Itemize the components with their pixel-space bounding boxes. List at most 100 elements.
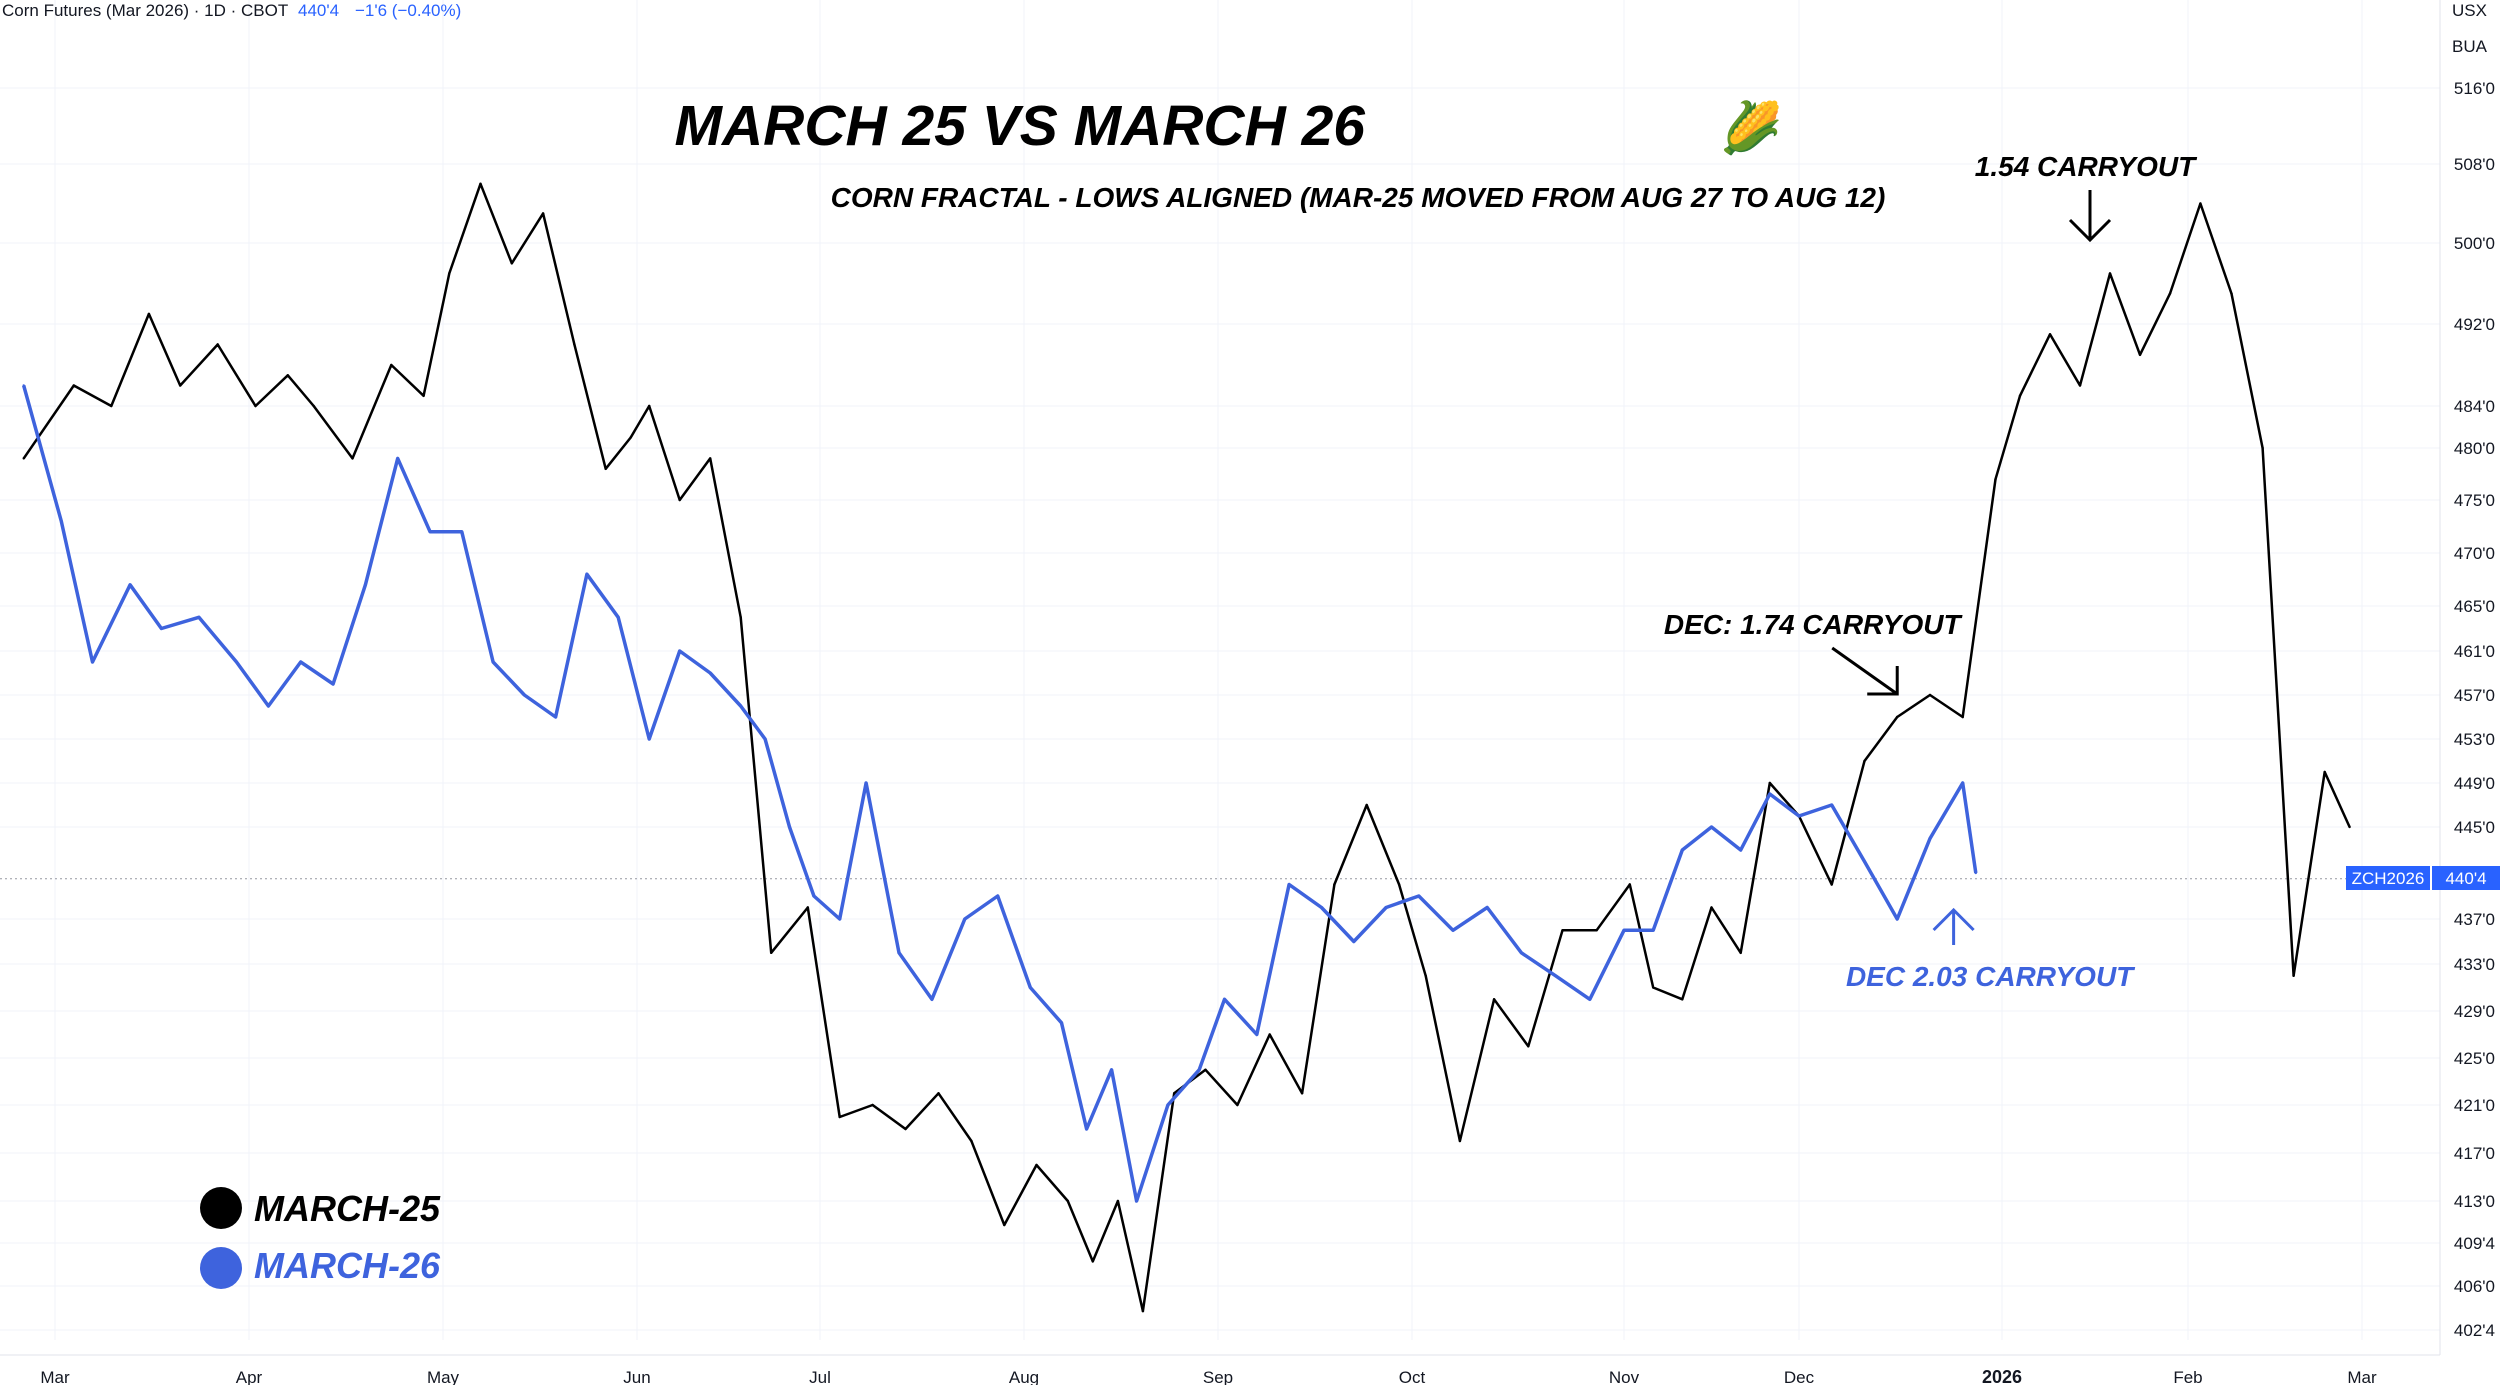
data-point-march26 xyxy=(1652,929,1655,932)
data-point-march25 xyxy=(1896,715,1899,719)
data-point-march26 xyxy=(838,917,841,921)
data-point-march25 xyxy=(1710,906,1713,909)
legend-label-march25: MARCH-25 xyxy=(254,1188,441,1229)
data-point-march26 xyxy=(709,671,712,675)
y-tick-label: 480'0 xyxy=(2454,439,2495,458)
data-point-march26 xyxy=(1554,974,1557,977)
data-point-march26 xyxy=(1060,1021,1063,1024)
series-layer xyxy=(22,182,2351,1313)
data-point-march26 xyxy=(1974,871,1978,875)
data-point-march26 xyxy=(996,894,999,898)
data-point-march25 xyxy=(1458,1139,1462,1143)
data-point-march26 xyxy=(617,616,620,619)
data-point-march26 xyxy=(197,616,201,619)
y-tick-label: 437'0 xyxy=(2454,910,2495,929)
data-point-march25 xyxy=(2018,394,2022,397)
data-point-march26 xyxy=(678,649,681,653)
data-point-march26 xyxy=(897,951,901,954)
data-point-march25 xyxy=(2048,333,2052,336)
y-tick-label: 429'0 xyxy=(2454,1002,2495,1021)
x-tick-label: Aug xyxy=(1009,1368,1039,1385)
data-point-march25 xyxy=(709,457,712,460)
legend-dot-march26 xyxy=(200,1247,242,1289)
chart-title: MARCH 25 VS MARCH 26 xyxy=(675,94,1366,158)
data-point-march26 xyxy=(460,530,463,533)
data-point-march26 xyxy=(396,457,399,460)
data-point-march26 xyxy=(1135,1199,1138,1203)
y-tick-label: 402'4 xyxy=(2454,1321,2495,1340)
currency-top-label: USX xyxy=(2452,1,2487,20)
grid-layer xyxy=(0,0,2440,1340)
data-point-march26 xyxy=(1863,860,1866,863)
y-tick-label: 449'0 xyxy=(2454,774,2495,793)
data-point-march26 xyxy=(1223,998,1226,1001)
data-point-march25 xyxy=(216,343,219,346)
data-point-march25 xyxy=(1830,883,1833,886)
data-point-march26 xyxy=(739,704,742,708)
data-point-march26 xyxy=(1085,1127,1088,1131)
data-point-march25 xyxy=(970,1139,973,1143)
legend-dot-march25 xyxy=(200,1187,242,1229)
annotation-154-carryout: 1.54 CARRYOUT xyxy=(1975,151,2198,182)
data-point-march25 xyxy=(1681,998,1684,1001)
price-badge-value-bg xyxy=(2432,866,2500,890)
data-point-march26 xyxy=(60,520,63,523)
data-point-march26 xyxy=(128,583,132,586)
data-point-march26 xyxy=(788,825,791,829)
data-point-march26 xyxy=(1520,951,1523,954)
data-point-march26 xyxy=(554,715,557,719)
data-point-march26 xyxy=(428,530,432,533)
data-point-march25 xyxy=(1961,715,1964,719)
data-point-march25 xyxy=(2323,770,2326,774)
data-point-march25 xyxy=(147,312,151,316)
data-point-march25 xyxy=(871,1103,874,1107)
arrow-down-right-icon xyxy=(1831,646,1899,696)
data-point-march25 xyxy=(1863,759,1866,763)
legend: MARCH-25 MARCH-26 xyxy=(200,1187,441,1289)
data-point-march25 xyxy=(179,384,182,387)
data-point-march26 xyxy=(963,917,966,921)
y-tick-label: 453'0 xyxy=(2454,730,2495,749)
data-point-march26 xyxy=(299,660,302,664)
data-point-march25 xyxy=(2230,292,2233,295)
x-tick-label: May xyxy=(427,1368,460,1385)
data-point-march26 xyxy=(1451,929,1455,932)
y-tick-label: 475'0 xyxy=(2454,491,2495,510)
data-point-march25 xyxy=(1628,883,1632,886)
data-point-march25 xyxy=(479,182,482,185)
data-point-march25 xyxy=(1492,998,1496,1001)
annotation-dec-203-carryout: DEC 2.03 CARRYOUT xyxy=(1846,961,2136,992)
header-change: −1'6 (−0.40%) xyxy=(355,1,461,20)
y-tick-label: 492'0 xyxy=(2454,315,2495,334)
y-tick-label: 465'0 xyxy=(2454,597,2495,616)
data-point-march25 xyxy=(1141,1309,1145,1313)
data-point-march25 xyxy=(22,457,25,460)
data-point-march26 xyxy=(1384,906,1388,909)
data-point-march25 xyxy=(1527,1045,1530,1048)
x-tick-label: 2026 xyxy=(1982,1367,2022,1385)
data-point-march25 xyxy=(904,1127,907,1131)
data-point-march26 xyxy=(1198,1068,1201,1072)
data-point-march26 xyxy=(1352,940,1356,943)
data-point-march26 xyxy=(1739,848,1742,852)
data-point-march26 xyxy=(523,693,526,697)
data-point-march25 xyxy=(1595,929,1598,932)
data-point-march25 xyxy=(629,436,632,439)
y-tick-label: 409'4 xyxy=(2454,1234,2495,1253)
data-point-march25 xyxy=(2199,202,2202,205)
data-point-march25 xyxy=(1091,1260,1095,1263)
x-tick-label: Mar xyxy=(2347,1368,2377,1385)
data-point-march26 xyxy=(160,627,163,630)
x-tick-label: Sep xyxy=(1203,1368,1233,1385)
data-point-march25 xyxy=(1365,803,1368,807)
series-line-march25 xyxy=(22,182,2351,1313)
data-point-march25 xyxy=(1928,693,1932,697)
data-point-march25 xyxy=(390,363,393,367)
price-badge-symbol: ZCH2026 xyxy=(2352,869,2425,888)
data-point-march26 xyxy=(1320,906,1323,909)
data-point-march25 xyxy=(1116,1199,1120,1203)
data-point-march25 xyxy=(1268,1033,1271,1036)
price-badge-symbol-bg xyxy=(2346,866,2430,890)
data-point-march26 xyxy=(1588,998,1592,1001)
data-point-march26 xyxy=(1255,1033,1259,1036)
